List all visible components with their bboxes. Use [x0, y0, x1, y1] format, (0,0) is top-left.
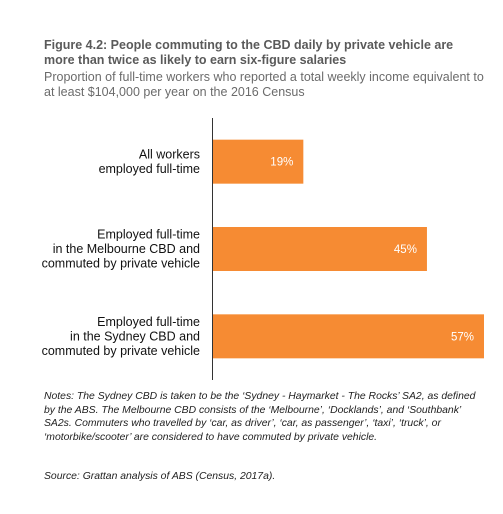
figure-source: Source: Grattan analysis of ABS (Census,… [44, 471, 276, 482]
figure-notes: Notes: The Sydney CBD is taken to be the… [44, 391, 476, 443]
figure-title: Figure 4.2: People commuting to the CBD … [44, 38, 454, 67]
category-label-3: Employed full-time in the Sydney CBD and c… [42, 315, 200, 358]
bar-value-label-3: 57% [451, 331, 474, 343]
figure-subtitle: Proportion of full-time workers who repo… [44, 70, 484, 99]
bar-2 [213, 227, 427, 271]
category-label-1: All workers employed full-time [99, 147, 200, 176]
bar-3 [213, 314, 484, 359]
bar-1 [213, 139, 304, 184]
bar-value-label-2: 45% [394, 244, 417, 256]
bar-value-label-1: 19% [270, 157, 293, 169]
bar-chart: 19% All workers employed full-time 45% Emplo… [42, 118, 484, 380]
category-label-2: Employed full-time in the Melbourne CBD a… [42, 228, 200, 271]
